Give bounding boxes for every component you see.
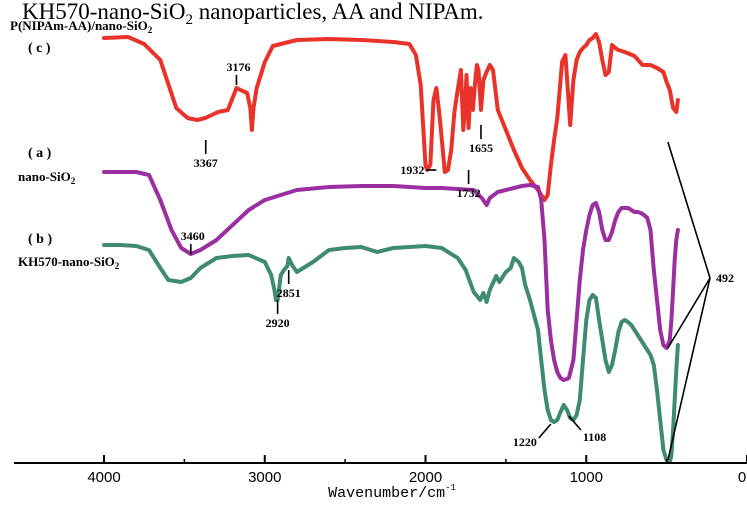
x-axis-label: Wavenumber/cm-1 (328, 483, 456, 502)
peak-label: 1932 (400, 163, 424, 177)
annotation-leader (568, 415, 582, 431)
series-c-name: P(NIPAm-AA)/nano-SiO2 (10, 18, 153, 35)
peak-label: 3176 (226, 60, 250, 74)
annotation-leader (667, 141, 711, 279)
x-tick-label: 3000 (248, 469, 281, 486)
series-c-tag: ( c ) (28, 41, 51, 56)
x-axis-ticks: 4000 3000 2000 1000 0 (87, 455, 747, 486)
series-line-b (102, 243, 680, 464)
peak-label: 1108 (583, 430, 606, 444)
chart-title-partial: KH570-nano-SiO2 nanoparticles, AA and NI… (22, 0, 484, 28)
series-a-name: nano-SiO2 (18, 169, 76, 186)
series-line-c (102, 32, 680, 202)
series-line-a (102, 170, 680, 382)
peak-label: 492 (716, 271, 734, 285)
x-tick-label: 4000 (87, 469, 120, 486)
annotation-leader (538, 423, 552, 439)
peak-label: 3367 (194, 156, 218, 170)
x-tick-label: 0 (738, 469, 746, 486)
series-b-tag: ( b ) (28, 232, 52, 247)
annotation-leader (667, 277, 711, 461)
series-b-name: KH570-nano-SiO2 (18, 254, 120, 271)
peak-label: 2920 (266, 316, 290, 330)
peak-label: 1220 (513, 435, 537, 449)
peak-label: 1655 (469, 141, 493, 155)
peak-annotations: 3367 3176 1932 1732 1655 3460 2920 2851 1220 1108… (181, 60, 734, 461)
x-tick-label: 2000 (409, 469, 442, 486)
x-tick-label: 1000 (570, 469, 603, 486)
peak-label: 3460 (181, 229, 205, 243)
peak-label: 1732 (457, 186, 481, 200)
plot-area (102, 32, 680, 464)
annotation-leader (667, 277, 711, 349)
peak-label: 2851 (277, 286, 301, 300)
series-a-tag: ( a ) (28, 146, 52, 161)
